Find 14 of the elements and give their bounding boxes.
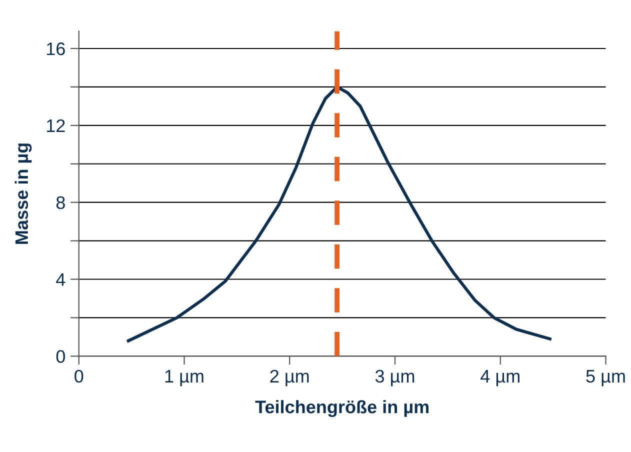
y-axis-title: Masse in µg — [14, 144, 32, 244]
x-tick-label: 5 µm — [586, 370, 625, 386]
x-tick-label: 4 µm — [480, 370, 520, 386]
y-tick-label: 12 — [46, 119, 65, 132]
x-tick-label: 0 — [74, 370, 84, 383]
x-tick-label: 1 µm — [165, 370, 204, 386]
x-tick-label: 3 µm — [375, 370, 414, 386]
y-tick-label: 0 — [56, 350, 65, 363]
y-tick-label: 16 — [46, 42, 65, 56]
line-series — [126, 85, 552, 342]
y-tick-label: 8 — [56, 196, 65, 210]
y-tick-label: 4 — [56, 273, 66, 286]
x-axis-title: Teilchengröße in µm — [255, 400, 429, 417]
x-tick-label: 2 µm — [270, 370, 309, 386]
